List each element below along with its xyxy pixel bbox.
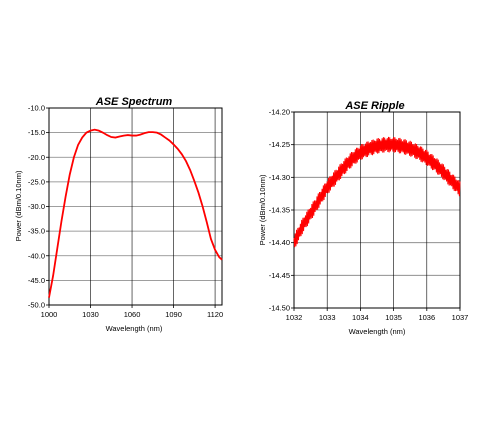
x-tick-label: 1033 <box>319 313 336 322</box>
x-tick-label: 1034 <box>352 313 369 322</box>
x-tick-label: 1032 <box>286 313 303 322</box>
y-tick-label: -10.0 <box>28 104 45 113</box>
y-tick-label: -14.40 <box>269 238 290 247</box>
x-tick-label: 1036 <box>418 313 435 322</box>
x-tick-label: 1060 <box>124 310 141 319</box>
y-axis-label: Power (dBm/0.10nm) <box>14 170 23 241</box>
y-tick-label: -30.0 <box>28 202 45 211</box>
y-axis-label: Power (dBm/0.10nm) <box>258 174 267 245</box>
y-tick-labels: -10.0 -15.0 -20.0 -25.0 -30.0 -35.0 -40.0 -45.0… <box>28 104 45 310</box>
y-tick-label: -25.0 <box>28 177 45 186</box>
plot-frame <box>48 107 223 306</box>
y-tick-label: -14.25 <box>269 140 290 149</box>
y-tick-label: -40.0 <box>28 251 45 260</box>
x-tick-label: 1037 <box>452 313 469 322</box>
y-tick-label: -35.0 <box>28 227 45 236</box>
x-tick-label: 1035 <box>385 313 402 322</box>
y-tick-label: -20.0 <box>28 153 45 162</box>
x-tick-label: 1030 <box>82 310 99 319</box>
y-tick-label: -15.0 <box>28 128 45 137</box>
y-tick-label: -14.50 <box>269 304 290 313</box>
y-tick-labels: -14.20 -14.25 -14.30 -14.35 -14.40 -14.45 -14.… <box>269 108 290 313</box>
x-axis-label: Wavelength (nm) <box>349 327 406 336</box>
y-tick-label: -14.45 <box>269 271 290 280</box>
ase-spectrum-chart: ASE Spectrum -10.0 -15.0 -20.0 -25.0 -30.0 -3… <box>14 96 223 333</box>
chart-title: ASE Ripple <box>344 100 404 112</box>
plot-frame <box>293 111 461 309</box>
x-tick-label: 1120 <box>207 310 223 319</box>
x-tick-labels: 1032 1033 1034 1035 1036 1037 <box>286 313 469 322</box>
y-tick-label: -14.20 <box>269 108 290 117</box>
x-axis-label: Wavelength (nm) <box>106 324 163 333</box>
x-tick-label: 1090 <box>165 310 182 319</box>
y-tick-label: -50.0 <box>28 301 45 310</box>
x-tick-label: 1000 <box>41 310 58 319</box>
y-tick-label: -14.30 <box>269 173 290 182</box>
gridlines <box>46 107 222 308</box>
y-tick-label: -14.35 <box>269 206 290 215</box>
x-tick-labels: 1000 1030 1060 1090 1120 <box>41 310 223 319</box>
ripple-series-line <box>293 136 461 248</box>
y-tick-label: -45.0 <box>28 276 45 285</box>
ase-ripple-chart: ASE Ripple -14.20 -14.25 -14.30 -14.35 -14.4… <box>258 100 468 336</box>
spectrum-series-line <box>48 128 223 298</box>
chart-title: ASE Spectrum <box>95 96 173 108</box>
